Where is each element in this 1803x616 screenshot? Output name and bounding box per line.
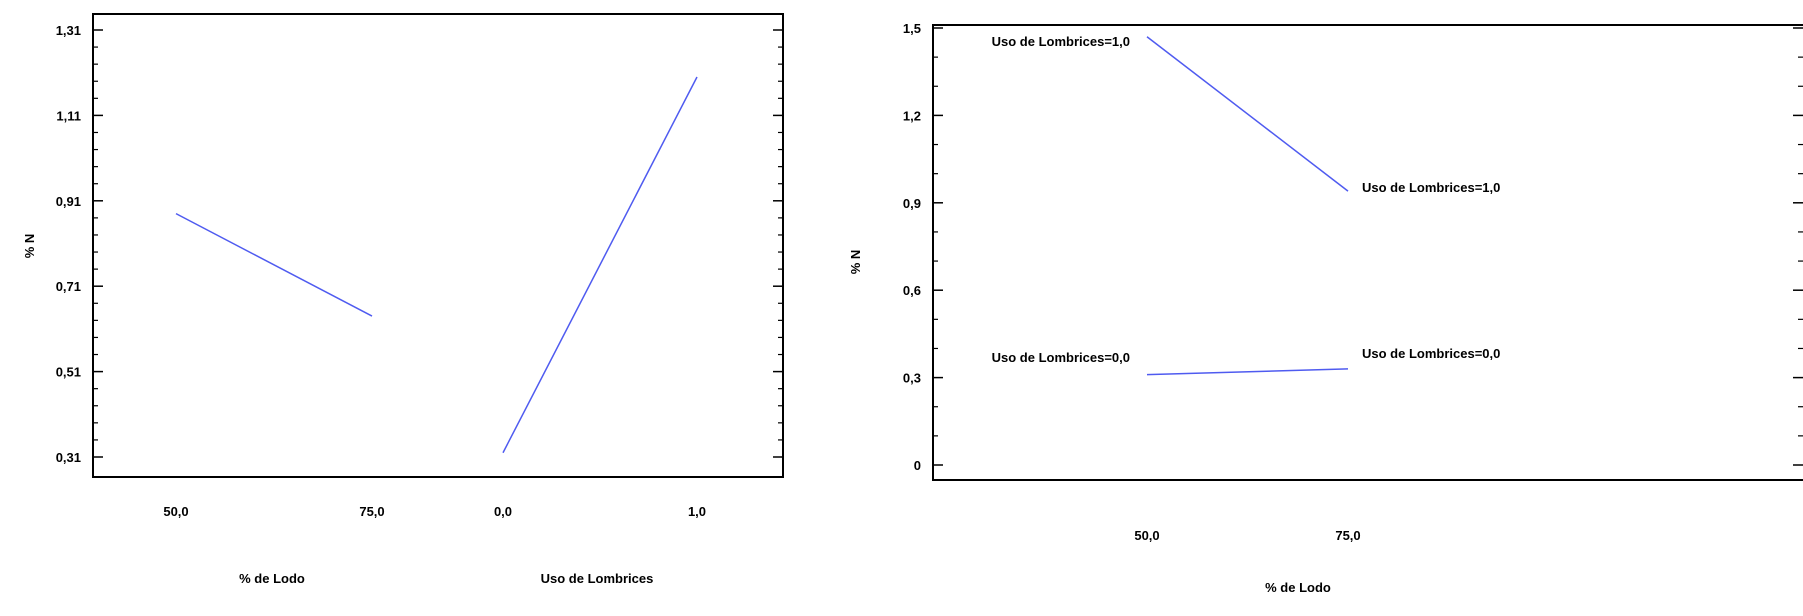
right-plot-frame xyxy=(932,24,1803,481)
right-y-tick-label: 0,6 xyxy=(903,283,921,298)
right-y-tick-label: 0 xyxy=(914,458,921,473)
right-y-tick-label: 1,2 xyxy=(903,108,921,123)
right-x-axis-title: % de Lodo xyxy=(1265,580,1331,595)
left-y-tick-label: 0,51 xyxy=(56,365,81,380)
right-series-line-lombrices-0 xyxy=(1146,368,1349,376)
left-y-tick-label: 0,91 xyxy=(56,194,81,209)
left-x-ticks: 50,0 75,0 0,0 1,0 xyxy=(163,504,706,519)
left-x-axis-title-lombrices: Uso de Lombrices xyxy=(541,571,654,586)
left-x-axis-title-lodo: % de Lodo xyxy=(239,571,305,586)
left-series-line-lombrices xyxy=(502,76,698,454)
right-y-ticks: 0 0,3 0,6 0,9 1,2 1,5 xyxy=(903,21,1803,473)
left-chart: 0,310,510,710,911,111,31 50,0 75,0 0,0 1,0 … xyxy=(22,13,784,586)
right-annotation-s1-start: Uso de Lombrices=1,0 xyxy=(992,34,1130,49)
right-x-ticks: 50,0 75,0 xyxy=(1134,528,1360,543)
left-plot-frame xyxy=(92,13,784,478)
right-annotation-s1-end: Uso de Lombrices=1,0 xyxy=(1362,180,1500,195)
right-series-line-lombrices-1 xyxy=(1146,36,1349,192)
right-x-tick-label: 75,0 xyxy=(1335,528,1360,543)
left-series-line-lodo xyxy=(175,212,373,317)
right-y-tick-label: 1,5 xyxy=(903,21,921,36)
right-annotation-s0-start: Uso de Lombrices=0,0 xyxy=(992,350,1130,365)
left-x-tick-label: 75,0 xyxy=(359,504,384,519)
left-y-tick-label: 1,31 xyxy=(56,23,81,38)
right-annotation-s0-end: Uso de Lombrices=0,0 xyxy=(1362,346,1500,361)
left-y-tick-label: 0,31 xyxy=(56,450,81,465)
right-chart: 00,30,60,91,21,5 50,0 75,0 % N % de Lodo … xyxy=(848,21,1803,595)
left-x-tick-label: 50,0 xyxy=(163,504,188,519)
right-y-axis-title: % N xyxy=(848,250,863,275)
left-y-axis-title: % N xyxy=(22,234,37,259)
left-y-ticks: 0,31 0,51 0,71 0,91 1,11 1,31 xyxy=(56,23,783,465)
left-y-tick-label: 0,71 xyxy=(56,279,81,294)
left-x-tick-label: 0,0 xyxy=(494,504,512,519)
right-x-tick-label: 50,0 xyxy=(1134,528,1159,543)
left-x-tick-label: 1,0 xyxy=(688,504,706,519)
right-y-tick-label: 0,3 xyxy=(903,371,921,386)
right-y-tick-label: 0,9 xyxy=(903,196,921,211)
left-y-tick-label: 1,11 xyxy=(56,108,81,123)
